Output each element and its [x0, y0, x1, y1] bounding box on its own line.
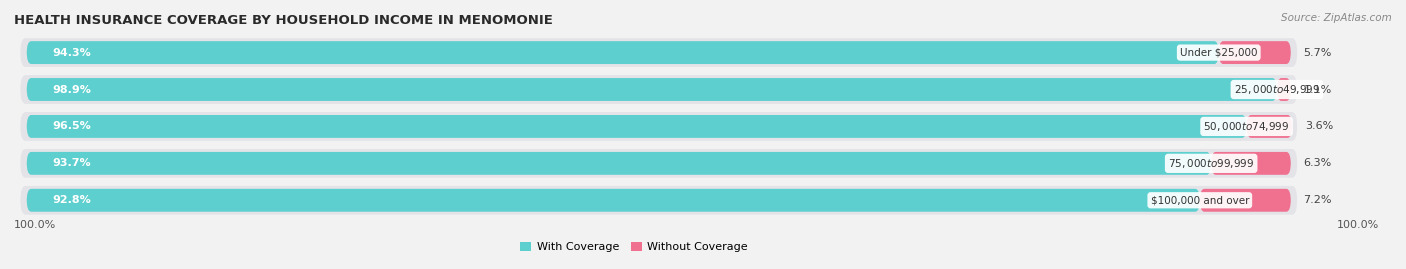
FancyBboxPatch shape [20, 38, 1298, 67]
Legend: With Coverage, Without Coverage: With Coverage, Without Coverage [516, 237, 752, 256]
Text: $50,000 to $74,999: $50,000 to $74,999 [1204, 120, 1289, 133]
FancyBboxPatch shape [20, 112, 1298, 141]
Text: 7.2%: 7.2% [1303, 195, 1331, 205]
Text: 100.0%: 100.0% [1337, 220, 1379, 230]
FancyBboxPatch shape [27, 115, 1247, 138]
FancyBboxPatch shape [1199, 189, 1291, 212]
FancyBboxPatch shape [20, 149, 1298, 178]
FancyBboxPatch shape [20, 186, 1298, 215]
Text: 100.0%: 100.0% [14, 220, 56, 230]
FancyBboxPatch shape [1211, 152, 1291, 175]
Text: 94.3%: 94.3% [52, 48, 91, 58]
Text: $25,000 to $49,999: $25,000 to $49,999 [1233, 83, 1320, 96]
Text: 96.5%: 96.5% [52, 121, 91, 132]
Text: Source: ZipAtlas.com: Source: ZipAtlas.com [1281, 13, 1392, 23]
Text: 1.1%: 1.1% [1303, 84, 1331, 94]
FancyBboxPatch shape [27, 41, 1219, 64]
Text: $100,000 and over: $100,000 and over [1150, 195, 1249, 205]
FancyBboxPatch shape [1219, 41, 1291, 64]
Text: 92.8%: 92.8% [52, 195, 91, 205]
FancyBboxPatch shape [1247, 115, 1292, 138]
FancyBboxPatch shape [27, 78, 1277, 101]
FancyBboxPatch shape [27, 152, 1211, 175]
Text: 3.6%: 3.6% [1305, 121, 1333, 132]
Text: HEALTH INSURANCE COVERAGE BY HOUSEHOLD INCOME IN MENOMONIE: HEALTH INSURANCE COVERAGE BY HOUSEHOLD I… [14, 14, 553, 27]
Text: 98.9%: 98.9% [52, 84, 91, 94]
FancyBboxPatch shape [27, 189, 1199, 212]
FancyBboxPatch shape [20, 75, 1298, 104]
Text: Under $25,000: Under $25,000 [1180, 48, 1257, 58]
Text: 93.7%: 93.7% [52, 158, 90, 168]
Text: $75,000 to $99,999: $75,000 to $99,999 [1168, 157, 1254, 170]
Text: 6.3%: 6.3% [1303, 158, 1331, 168]
Text: 5.7%: 5.7% [1303, 48, 1331, 58]
FancyBboxPatch shape [1277, 78, 1291, 101]
